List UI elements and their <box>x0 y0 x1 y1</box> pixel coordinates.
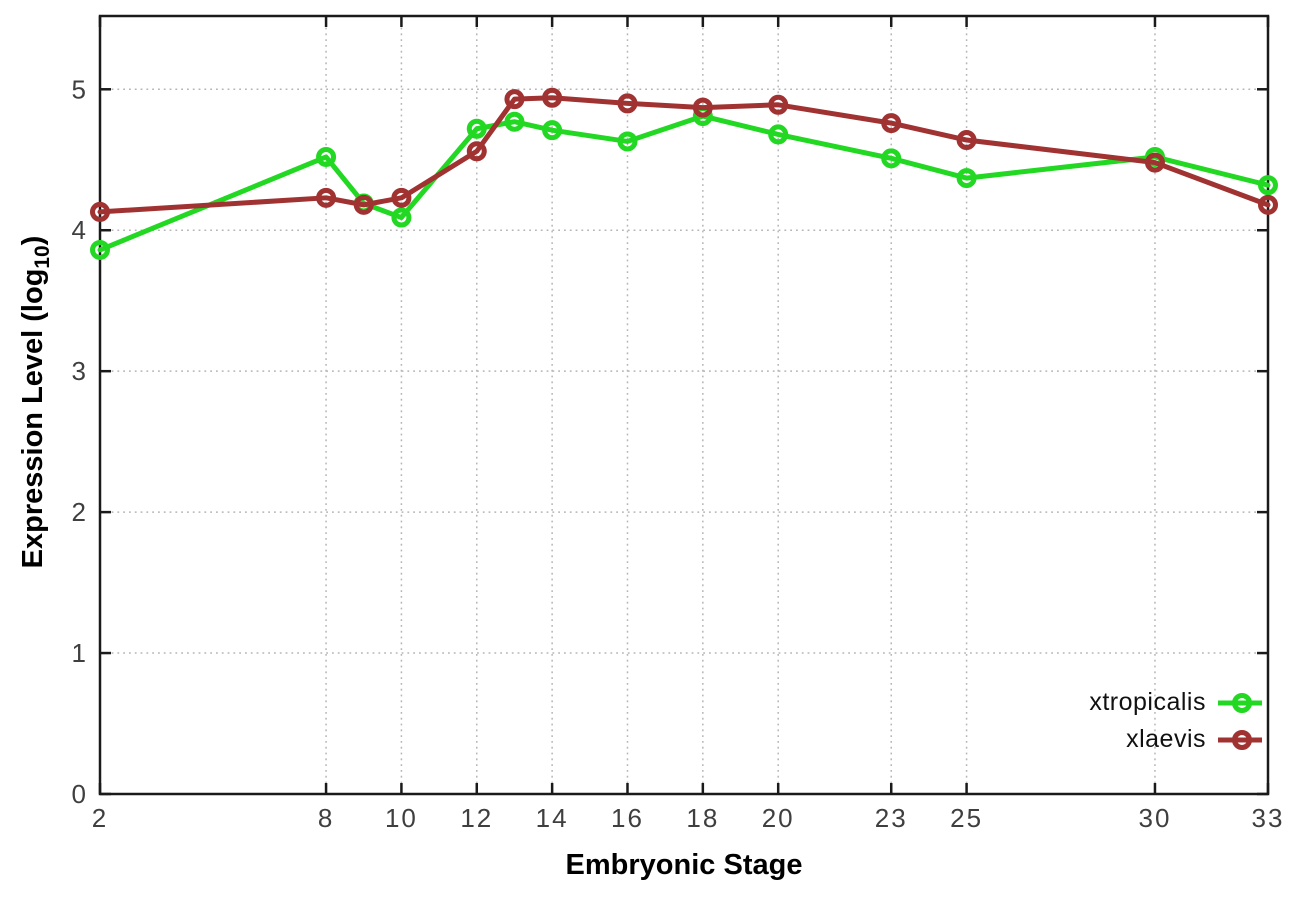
data-point-xlaevis <box>692 97 713 118</box>
data-point-xtropicalis <box>542 120 563 141</box>
y-tick-label: 1 <box>72 638 88 668</box>
data-point-xlaevis <box>1144 152 1165 173</box>
legend-item-xlaevis: xlaevis <box>1089 721 1262 758</box>
data-point-xlaevis <box>1258 194 1278 215</box>
x-tick-label: 14 <box>536 803 569 833</box>
data-point-xlaevis <box>391 187 412 208</box>
legend: xtropicalis xlaevis <box>1089 684 1262 758</box>
x-tick-label: 25 <box>950 803 983 833</box>
x-tick-label: 23 <box>875 803 908 833</box>
data-point-xtropicalis <box>391 207 412 228</box>
legend-marker-icon-xtropicalis <box>1218 692 1262 713</box>
x-tick-label: 18 <box>686 803 719 833</box>
y-tick-label: 4 <box>72 215 88 245</box>
data-point-xtropicalis <box>881 148 902 169</box>
y-tick-label: 5 <box>72 74 88 104</box>
data-point-xlaevis <box>542 87 563 108</box>
data-point-xlaevis <box>768 94 789 115</box>
x-tick-label: 16 <box>611 803 644 833</box>
x-tick-label: 30 <box>1139 803 1172 833</box>
y-axis-title-subscript: 10 <box>30 245 54 269</box>
x-tick-label: 20 <box>762 803 795 833</box>
y-tick-label: 2 <box>72 497 88 527</box>
data-point-xlaevis <box>316 187 337 208</box>
x-tick-label: 10 <box>385 803 418 833</box>
plot-border <box>98 14 1270 796</box>
data-point-xlaevis <box>617 93 638 114</box>
data-point-xtropicalis <box>90 239 110 260</box>
legend-marker-icon-xlaevis <box>1218 729 1262 750</box>
data-point-xtropicalis <box>504 111 525 132</box>
data-point-xlaevis <box>466 141 487 162</box>
data-point-xlaevis <box>504 89 525 110</box>
data-point-xtropicalis <box>956 168 977 189</box>
data-point-xtropicalis <box>617 131 638 152</box>
data-point-xtropicalis <box>1258 175 1278 196</box>
legend-label-xlaevis: xlaevis <box>1126 725 1206 753</box>
y-axis-title-text: Expression Level (log <box>17 268 50 569</box>
data-point-xtropicalis <box>768 124 789 145</box>
data-point-xtropicalis <box>466 118 487 139</box>
y-tick-label: 3 <box>72 356 88 386</box>
x-tick-label: 12 <box>460 803 493 833</box>
y-axis-title-close: ) <box>17 235 50 246</box>
y-axis-title: Expression Level (log10) <box>17 236 55 569</box>
data-point-xlaevis <box>881 113 902 134</box>
x-axis-title: Embryonic Stage <box>565 849 803 881</box>
data-point-xlaevis <box>956 130 977 151</box>
legend-label-xtropicalis: xtropicalis <box>1089 688 1206 716</box>
x-tick-label: 33 <box>1252 803 1285 833</box>
x-tick-label: 8 <box>318 803 334 833</box>
series-line-xlaevis <box>97 95 1271 215</box>
legend-item-xtropicalis: xtropicalis <box>1089 684 1262 721</box>
data-point-xtropicalis <box>316 146 337 167</box>
data-point-xlaevis <box>90 201 110 222</box>
data-point-xlaevis <box>353 194 374 215</box>
x-tick-label: 2 <box>92 803 108 833</box>
y-tick-label: 0 <box>72 779 88 809</box>
